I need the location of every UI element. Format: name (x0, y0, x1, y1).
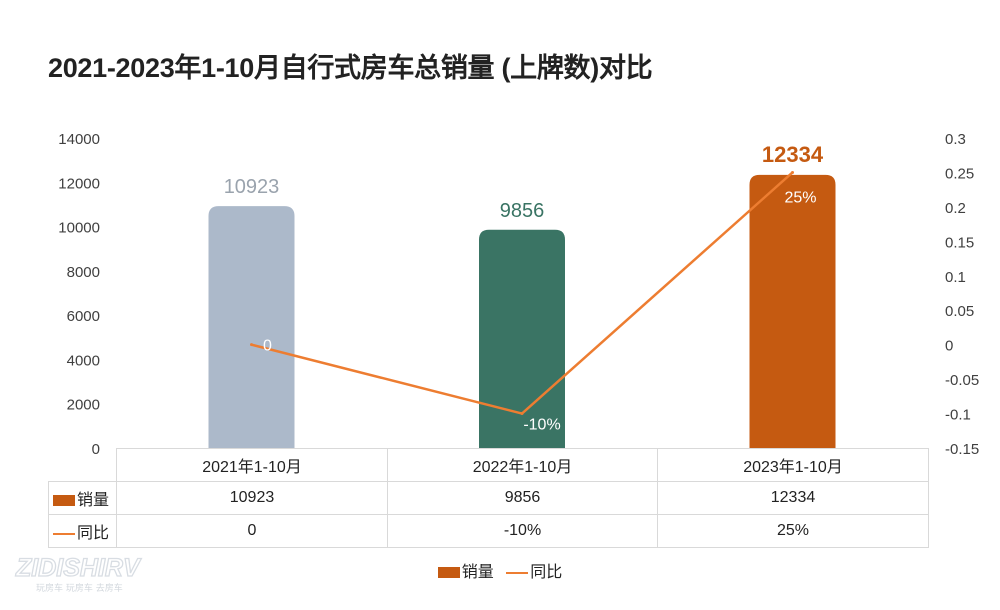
y-left-tick-label: 12000 (58, 175, 100, 192)
y-right-tick-label: -0.1 (945, 407, 971, 424)
logo-tagline: 玩房车 玩房车 去房车 (36, 582, 123, 594)
logo-text: ZIDISHIRV (15, 554, 142, 582)
y-left-tick-label: 10000 (58, 220, 100, 237)
bar (749, 174, 836, 448)
yoy-value-label: 25% (784, 189, 816, 206)
legend-item-yoy: 同比 (506, 558, 562, 582)
yoy-point (791, 170, 794, 174)
y-right-tick-label: 0.15 (945, 234, 974, 251)
table-cell: 12334 (657, 481, 929, 515)
table-cell: -10% (387, 514, 658, 548)
table-cell: 10923 (116, 481, 388, 515)
bar-value-label: 12334 (762, 142, 824, 167)
bar-swatch-icon (437, 567, 460, 579)
bar-value-label: 10923 (224, 176, 280, 198)
yoy-value-label: 0 (263, 338, 272, 355)
data-table: 2021年1-10月 2022年1-10月 2023年1-10月 销量 1092… (48, 448, 929, 548)
bar-value-label: 9856 (500, 200, 545, 222)
y-right-tick-label: 0 (945, 338, 953, 355)
yoy-point (520, 412, 524, 416)
table-header-cell: 2022年1-10月 (387, 448, 658, 482)
line-swatch-icon (53, 532, 75, 535)
yoy-value-label: -10% (523, 417, 560, 434)
bar (208, 206, 295, 448)
y-left-tick-label: 8000 (67, 264, 100, 281)
y-left-tick-label: 14000 (58, 131, 100, 148)
table-corner (48, 448, 117, 482)
y-left-tick-label: 6000 (67, 308, 100, 325)
y-right-tick-label: 0.25 (945, 165, 974, 182)
bar-swatch-icon (53, 495, 75, 507)
y-right-tick-label: -0.05 (945, 372, 979, 389)
legend-label: 销量 (461, 564, 494, 581)
y-right-tick-label: -0.15 (945, 441, 979, 458)
watermark-logo: ZIDISHIRV 玩房车 玩房车 去房车 (14, 553, 142, 594)
table-row-label: 销量 (77, 492, 110, 509)
table-cell: 0 (116, 514, 388, 548)
legend-label: 同比 (530, 564, 563, 581)
table-row-header: 同比 (48, 514, 117, 548)
y-right-tick-label: 0.05 (945, 303, 974, 320)
table-row-header: 销量 (48, 481, 117, 515)
chart-title: 2021-2023年1-10月自行式房车总销量 (上牌数)对比 (48, 53, 653, 83)
y-right-tick-label: 0.3 (945, 131, 966, 148)
data-table-row-yoy: 同比 0 -10% 25% (48, 514, 929, 548)
y-left-tick-label: 4000 (67, 352, 100, 369)
table-row-label: 同比 (77, 525, 110, 542)
table-cell: 9856 (387, 481, 658, 515)
data-table-header-row: 2021年1-10月 2022年1-10月 2023年1-10月 (48, 448, 929, 482)
table-cell: 25% (657, 514, 929, 548)
data-table-row-sales: 销量 10923 9856 12334 (48, 481, 929, 515)
y-left-tick-label: 2000 (67, 397, 100, 414)
bar (479, 229, 565, 448)
yoy-point (250, 343, 253, 347)
y-right-tick-label: 0.2 (945, 200, 966, 217)
table-header-cell: 2021年1-10月 (116, 448, 388, 482)
table-header-cell: 2023年1-10月 (657, 448, 929, 482)
y-right-tick-label: 0.1 (945, 269, 966, 286)
legend: 销量 同比 (0, 558, 1000, 582)
line-swatch-icon (506, 571, 529, 574)
legend-item-sales: 销量 (437, 558, 494, 582)
